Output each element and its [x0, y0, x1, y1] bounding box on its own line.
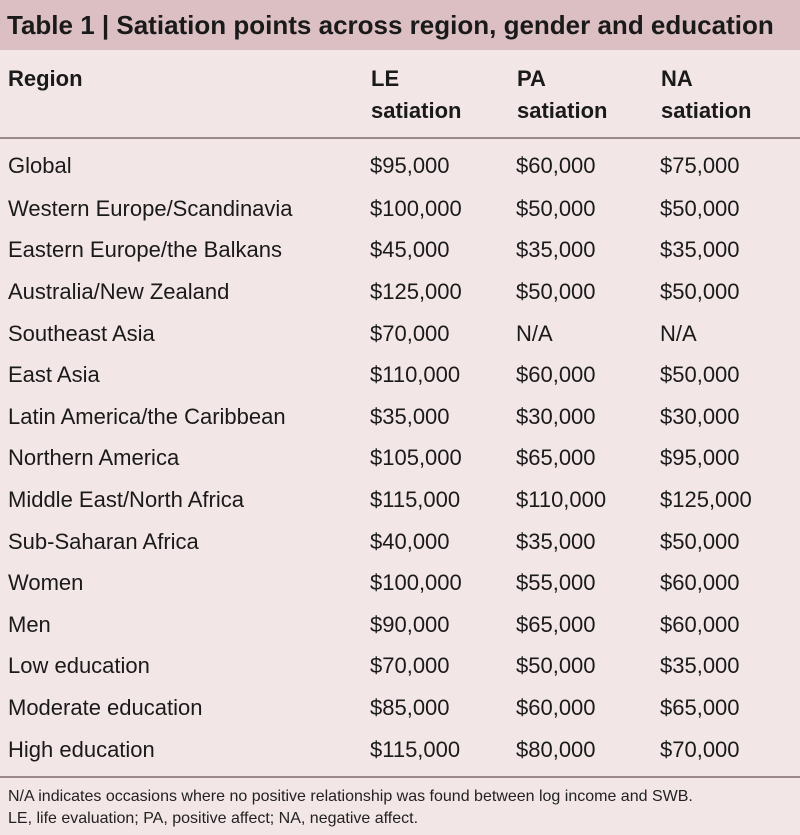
- cell-na: N/A: [660, 320, 697, 346]
- cell-le: $35,000: [370, 403, 450, 429]
- cell-na: $95,000: [660, 445, 740, 471]
- cell-region: Women: [8, 570, 84, 596]
- table-row: Sub-Saharan Africa $40,000 $35,000 $50,0…: [0, 521, 800, 563]
- table-body: Global $95,000 $60,000 $75,000 Western E…: [0, 138, 800, 770]
- cell-pa: $50,000: [516, 278, 596, 304]
- cell-region: Australia/New Zealand: [8, 278, 230, 304]
- cell-region: Southeast Asia: [8, 320, 155, 346]
- table-row: Australia/New Zealand $125,000 $50,000 $…: [0, 271, 800, 313]
- header-le-line1: LE: [371, 66, 400, 91]
- cell-le: $105,000: [370, 445, 462, 471]
- table-row: Moderate education $85,000 $60,000 $65,0…: [0, 687, 800, 729]
- cell-region: East Asia: [8, 362, 100, 388]
- table-title-bar: Table 1 | Satiation points across region…: [0, 0, 800, 50]
- cell-na: $50,000: [660, 362, 740, 388]
- cell-na: $75,000: [660, 152, 740, 178]
- cell-le: $100,000: [370, 195, 462, 221]
- cell-pa: $35,000: [516, 237, 596, 263]
- cell-na: $65,000: [660, 694, 740, 720]
- cell-region: Low education: [8, 653, 150, 679]
- cell-pa: $50,000: [516, 195, 596, 221]
- cell-na: $30,000: [660, 403, 740, 429]
- cell-le: $115,000: [370, 486, 461, 512]
- table-row: Western Europe/Scandinavia $100,000 $50,…: [0, 188, 800, 230]
- header-pa: PA satiation: [516, 50, 660, 139]
- table-row: Low education $70,000 $50,000 $35,000: [0, 646, 800, 688]
- header-pa-line2: satiation: [517, 98, 608, 123]
- table-row: Global $95,000 $60,000 $75,000: [0, 138, 800, 188]
- table-row: Northern America $105,000 $65,000 $95,00…: [0, 438, 800, 480]
- cell-le: $40,000: [370, 528, 450, 554]
- cell-le: $70,000: [370, 320, 450, 346]
- header-le: LE satiation: [370, 50, 516, 139]
- cell-pa: $50,000: [516, 653, 596, 679]
- cell-na: $50,000: [660, 528, 740, 554]
- table-footnote: N/A indicates occasions where no positiv…: [0, 778, 800, 830]
- footnote-line-1: N/A indicates occasions where no positiv…: [8, 788, 693, 806]
- cell-na: $50,000: [660, 195, 740, 221]
- footnote-line-2: LE, life evaluation; PA, positive affect…: [8, 810, 419, 828]
- cell-region: Sub-Saharan Africa: [8, 528, 199, 554]
- cell-pa: $65,000: [516, 611, 596, 637]
- table-bottom-rule: [0, 776, 800, 779]
- table-row: Eastern Europe/the Balkans $45,000 $35,0…: [0, 230, 800, 272]
- cell-region: High education: [8, 736, 155, 762]
- cell-region: Moderate education: [8, 694, 203, 720]
- header-row: Region LE satiation PA satiation NA sati…: [0, 50, 800, 139]
- cell-na: $35,000: [660, 653, 740, 679]
- header-na: NA satiation: [660, 50, 800, 139]
- cell-na: $50,000: [660, 278, 740, 304]
- cell-region: Northern America: [8, 445, 180, 471]
- cell-pa: $60,000: [516, 694, 596, 720]
- cell-le: $100,000: [370, 570, 462, 596]
- table-row: Latin America/the Caribbean $35,000 $30,…: [0, 396, 800, 438]
- header-pa-line1: PA: [517, 66, 546, 91]
- cell-na: $70,000: [660, 736, 740, 762]
- table-row: Women $100,000 $55,000 $60,000: [0, 562, 800, 604]
- cell-le: $115,000: [370, 736, 461, 762]
- table-row: High education $115,000 $80,000 $70,000: [0, 729, 800, 771]
- cell-region: Global: [8, 152, 72, 178]
- header-region-label: Region: [8, 66, 83, 91]
- cell-na: $125,000: [660, 486, 752, 512]
- cell-pa: $35,000: [516, 528, 596, 554]
- cell-pa: N/A: [516, 320, 553, 346]
- cell-pa: $30,000: [516, 403, 596, 429]
- header-region: Region: [0, 50, 370, 139]
- cell-pa: $65,000: [516, 445, 596, 471]
- cell-pa: $110,000: [516, 486, 607, 512]
- header-le-line2: satiation: [371, 98, 462, 123]
- cell-le: $95,000: [370, 152, 450, 178]
- cell-region: Middle East/North Africa: [8, 486, 244, 512]
- table-title: Table 1 | Satiation points across region…: [7, 9, 774, 40]
- table-row: Middle East/North Africa $115,000 $110,0…: [0, 479, 800, 521]
- table-row: Men $90,000 $65,000 $60,000: [0, 604, 800, 646]
- cell-le: $125,000: [370, 278, 462, 304]
- cell-pa: $55,000: [516, 570, 596, 596]
- cell-le: $70,000: [370, 653, 450, 679]
- table-row: Southeast Asia $70,000 N/A N/A: [0, 313, 800, 355]
- cell-le: $110,000: [370, 362, 461, 388]
- cell-pa: $60,000: [516, 362, 596, 388]
- cell-le: $90,000: [370, 611, 450, 637]
- cell-na: $35,000: [660, 237, 740, 263]
- cell-le: $45,000: [370, 237, 450, 263]
- cell-pa: $80,000: [516, 736, 596, 762]
- header-na-line1: NA: [661, 66, 693, 91]
- header-na-line2: satiation: [661, 98, 752, 123]
- cell-region: Men: [8, 611, 51, 637]
- cell-region: Western Europe/Scandinavia: [8, 195, 293, 221]
- satiation-table: Region LE satiation PA satiation NA sati…: [0, 50, 800, 770]
- cell-pa: $60,000: [516, 152, 596, 178]
- cell-le: $85,000: [370, 694, 450, 720]
- cell-na: $60,000: [660, 611, 740, 637]
- cell-region: Latin America/the Caribbean: [8, 403, 286, 429]
- cell-na: $60,000: [660, 570, 740, 596]
- cell-region: Eastern Europe/the Balkans: [8, 237, 282, 263]
- table-row: East Asia $110,000 $60,000 $50,000: [0, 354, 800, 396]
- table-header: Region LE satiation PA satiation NA sati…: [0, 50, 800, 139]
